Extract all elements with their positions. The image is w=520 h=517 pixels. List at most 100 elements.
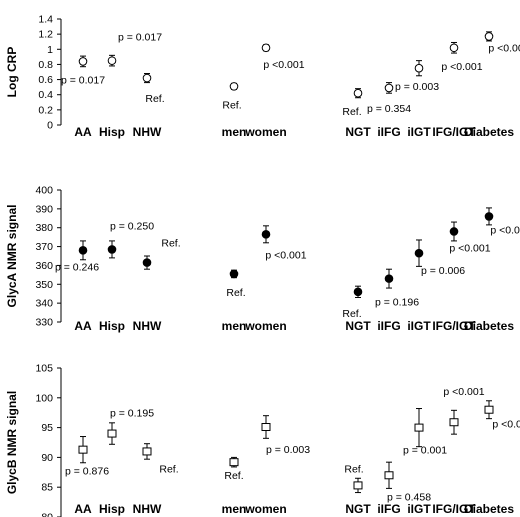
p-value-label: Ref.: [226, 287, 245, 299]
data-point: [142, 447, 152, 456]
y-tick-label: 0.2: [38, 104, 53, 116]
group-ethnicity: p = 0.876 AA p = 0.195 Hisp Ref. NHW: [65, 408, 179, 516]
category-label: NGT: [345, 319, 371, 333]
y-tick-label: 1.4: [38, 14, 53, 26]
y-tick-label: 1.2: [38, 29, 53, 41]
y-tick-label: 330: [35, 317, 53, 329]
data-point: [353, 287, 363, 297]
panel-2: 330 340 350 360 370 380 390 400 GlycA NMR signal…: [5, 185, 520, 334]
data-point: [449, 418, 459, 427]
data-point: [261, 43, 271, 53]
p-value-label: p = 0.354: [367, 103, 411, 115]
p-value-label: p <0.001: [265, 249, 306, 261]
data-point: [353, 481, 363, 490]
p-value-label: Ref.: [222, 99, 241, 111]
y-axis-label: GlycA NMR signal: [5, 205, 19, 308]
p-value-label: p <0.001: [449, 242, 490, 254]
y-tick-label: 0: [47, 120, 53, 132]
category-label: IFG/IGT: [432, 319, 476, 333]
data-point: [229, 458, 239, 467]
y-axis-label: Log CRP: [5, 47, 19, 98]
category-label: Hisp: [99, 125, 125, 139]
p-value-label: Ref.: [342, 308, 361, 320]
p-value-label: p = 0.196: [375, 297, 419, 309]
panel-3: 80 85 90 95 100 105 GlycB NMR signal p = 0.876 A…: [5, 363, 520, 517]
category-label: men: [222, 502, 247, 516]
group-glycemic: Ref.NGT p = 0.196 iIFG p = 0.006 iIGT p <0.00…: [342, 207, 520, 333]
category-label: women: [244, 502, 286, 516]
category-label: iIFG: [377, 125, 400, 139]
p-value-label: p <0.001: [441, 61, 482, 73]
p-value-label: Ref.: [159, 463, 178, 475]
category-label: iIGT: [407, 502, 431, 516]
p-value-label: p = 0.006: [421, 265, 465, 277]
data-point: [261, 230, 271, 239]
p-value-label: p <0.001: [443, 386, 484, 398]
category-label: Diabetes: [464, 125, 514, 139]
group-sex: Ref. men p <0.001 women: [222, 225, 307, 333]
group-ethnicity: p = 0.017 AA p = 0.017 Hisp Ref. NHW: [61, 32, 165, 139]
category-label: NHW: [133, 125, 162, 139]
data-point: [107, 56, 117, 65]
category-label: IFG/IGT: [432, 502, 476, 516]
category-label: Hisp: [99, 319, 125, 333]
category-label: iIGT: [407, 319, 431, 333]
data-point: [229, 269, 239, 279]
data-point: [78, 445, 88, 454]
category-label: Diabetes: [464, 502, 514, 516]
data-point: [414, 63, 424, 73]
data-point: [353, 88, 363, 98]
p-value-label: Ref.: [224, 470, 243, 482]
data-point: [384, 274, 394, 283]
data-point: [414, 248, 424, 258]
y-tick-label: 360: [35, 260, 53, 272]
p-value-label: p <0.001: [263, 59, 304, 71]
p-value-label: p <0.001: [488, 42, 520, 54]
p-value-label: p = 0.195: [110, 408, 154, 420]
category-label: NHW: [133, 502, 162, 516]
data-point: [449, 227, 459, 236]
data-point: [261, 423, 271, 432]
y-tick-label: 100: [35, 392, 53, 404]
p-value-label: p = 0.001: [403, 445, 447, 457]
data-point: [384, 83, 394, 93]
y-axis-label: GlycB NMR signal: [5, 391, 19, 494]
y-tick-label: 85: [41, 482, 53, 494]
p-value-label: p = 0.458: [387, 491, 431, 503]
y-tick-label: 0.8: [38, 59, 53, 71]
category-label: men: [222, 125, 247, 139]
y-tick-label: 0.4: [38, 89, 53, 101]
group-glycemic: Ref. NGT p = 0.354 iIFG p = 0.003 iIGT p <0.00…: [342, 31, 520, 139]
p-value-label: p = 0.017: [118, 32, 162, 44]
category-label: men: [222, 319, 247, 333]
data-point: [142, 258, 152, 267]
category-label: women: [244, 319, 286, 333]
p-value-label: Ref.: [342, 106, 361, 118]
category-label: iIGT: [407, 125, 431, 139]
category-label: IFG/IGT: [432, 125, 476, 139]
p-value-label: p = 0.246: [55, 261, 99, 273]
category-label: women: [244, 125, 286, 139]
y-tick-label: 380: [35, 222, 53, 234]
y-tick-label: 370: [35, 241, 53, 253]
category-label: Diabetes: [464, 319, 514, 333]
category-label: NHW: [133, 319, 162, 333]
category-label: Hisp: [99, 502, 125, 516]
y-tick-label: 390: [35, 203, 53, 215]
data-point: [484, 212, 494, 221]
category-label: NGT: [345, 502, 371, 516]
data-point: [414, 423, 424, 432]
category-label: NGT: [345, 125, 371, 139]
p-value-label: Ref.: [161, 238, 180, 250]
data-point: [384, 471, 394, 480]
category-label: iIFG: [377, 319, 400, 333]
p-value-label: p = 0.250: [110, 220, 154, 232]
group-sex: Ref. men p = 0.003 women: [222, 415, 310, 516]
y-tick-label: 0.6: [38, 74, 53, 86]
data-point: [107, 429, 117, 438]
category-label: AA: [74, 319, 92, 333]
category-label: AA: [74, 125, 92, 139]
y-tick-label: 350: [35, 279, 53, 291]
